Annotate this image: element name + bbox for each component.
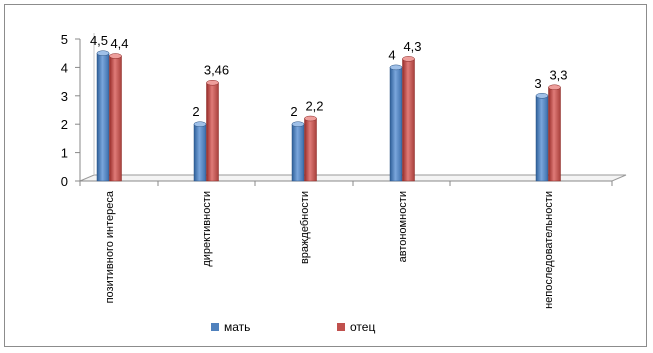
data-label: 2,2 — [305, 99, 323, 114]
category-label: автономности — [397, 191, 409, 262]
category-label: директивности — [201, 191, 213, 267]
bar-top — [291, 121, 305, 127]
data-label: 4,3 — [403, 39, 421, 54]
bar-top — [402, 56, 415, 62]
category-label: враждебности — [299, 191, 311, 264]
data-label: 3,46 — [204, 63, 229, 78]
data-label: 4 — [388, 47, 395, 62]
bar-мать-2 — [291, 121, 305, 182]
bar-body — [96, 52, 110, 182]
y-tick-label: 2 — [61, 117, 68, 132]
legend-label: мать — [224, 320, 250, 334]
bar-body — [304, 118, 317, 182]
bar-body — [193, 123, 207, 182]
legend-item-мать: мать — [211, 320, 250, 334]
chart-legend: мать отец — [211, 320, 375, 334]
legend-swatch — [337, 323, 345, 331]
data-label: 3 — [534, 76, 541, 91]
bar-отец-0 — [109, 53, 122, 182]
bar-body — [291, 123, 305, 182]
category-label: непоследовательности — [543, 191, 555, 309]
bar-body — [548, 87, 561, 182]
bar-top — [96, 50, 110, 56]
y-tick-label: 0 — [61, 174, 68, 189]
bar-отец-1 — [206, 79, 219, 182]
bar-мать-1 — [193, 121, 207, 182]
legend-swatch — [211, 323, 219, 331]
bar-body — [109, 55, 122, 182]
data-label: 4,4 — [110, 36, 128, 51]
bar-отец-3 — [402, 56, 415, 182]
bar-top — [389, 64, 403, 71]
bar-отец-2 — [304, 115, 317, 182]
bar-top — [304, 115, 317, 122]
y-tick-label: 4 — [61, 60, 68, 75]
y-tick-label: 3 — [61, 89, 68, 104]
bar-мать-0 — [96, 50, 110, 182]
data-label: 2 — [290, 104, 297, 119]
bar-body — [535, 95, 549, 182]
bar-body — [402, 58, 415, 182]
category-labels: позитивного интереса директивности враждеб… — [104, 190, 555, 309]
y-tick-label: 1 — [61, 146, 68, 161]
bar-body — [389, 67, 403, 182]
bar-отец-4 — [548, 84, 561, 182]
bar-top — [206, 79, 219, 86]
bar-top — [548, 84, 561, 91]
data-label: 4,5 — [90, 33, 108, 48]
legend-label: отец — [350, 320, 375, 334]
data-labels: 4,5 2 2 4 3 4,4 3,46 2,2 4,3 3,3 — [90, 33, 568, 119]
category-label: позитивного интереса — [104, 190, 116, 303]
data-label: 2 — [192, 104, 199, 119]
bar-top — [193, 121, 207, 127]
legend-item-отец: отец — [337, 320, 375, 334]
bar-мать-3 — [389, 64, 403, 182]
bar-top — [109, 53, 122, 59]
data-label: 3,3 — [549, 67, 567, 82]
bar-top — [535, 93, 549, 99]
chart-bars — [96, 50, 561, 182]
bar-body — [206, 82, 219, 182]
y-tick-label: 5 — [61, 32, 68, 47]
bar-мать-4 — [535, 93, 549, 182]
